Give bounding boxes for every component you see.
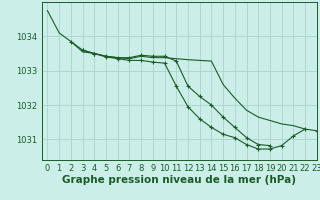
X-axis label: Graphe pression niveau de la mer (hPa): Graphe pression niveau de la mer (hPa) <box>62 175 296 185</box>
